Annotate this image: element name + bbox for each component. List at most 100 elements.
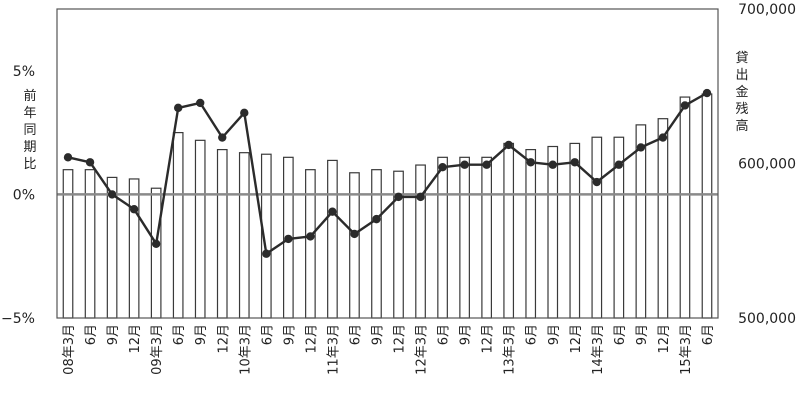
bar [62, 169, 74, 319]
bar [128, 178, 140, 319]
bar [238, 152, 250, 319]
line-point [240, 108, 249, 118]
right-axis-title-char: 出 [735, 68, 748, 83]
line-point [129, 205, 139, 214]
x-tick-label: 9月 [282, 324, 297, 345]
x-tick-label: 12年3月 [415, 324, 430, 375]
left-axis-title-char: 同 [23, 123, 36, 138]
x-tick-label: 12月 [569, 324, 584, 354]
line-point [151, 239, 161, 249]
x-tick-label: 12月 [128, 324, 143, 354]
plot-frame [56, 8, 719, 319]
line-point [614, 160, 624, 169]
bar [84, 169, 96, 319]
line-point [570, 158, 579, 167]
line-point [107, 190, 117, 199]
bar [547, 145, 559, 319]
line-point [482, 160, 491, 169]
bar [415, 164, 426, 319]
line-point [394, 192, 403, 202]
x-tick-label: 10年3月 [238, 324, 253, 375]
bar [679, 96, 691, 319]
left-tick-label: 5% [13, 64, 35, 80]
bar-series [62, 93, 713, 319]
line-point [328, 207, 337, 216]
line-point [173, 103, 183, 113]
x-tick-label: 12月 [657, 324, 672, 354]
line-point [284, 234, 293, 244]
bar [327, 159, 338, 319]
left-axis-title-char: 期 [23, 140, 36, 155]
x-tick-label: 9月 [459, 324, 474, 345]
x-tick-label: 6月 [84, 324, 99, 345]
right-axis-ticks: 700,000 600,000 500,000 [738, 2, 796, 327]
line-series [67, 91, 708, 255]
left-tick-label: −5% [1, 311, 35, 327]
x-tick-label: 9月 [635, 324, 650, 345]
right-axis-title-char: 高 [735, 118, 748, 134]
line-point [218, 133, 227, 142]
line-point [416, 192, 425, 202]
x-tick-label: 12月 [304, 324, 319, 354]
line-point [460, 160, 469, 169]
x-tick-label: 12月 [216, 324, 231, 354]
x-tick-label: 6月 [613, 324, 628, 345]
bar [503, 142, 515, 319]
bar [657, 118, 669, 319]
bar [216, 148, 228, 319]
x-tick-label: 09年3月 [150, 324, 165, 375]
line-point [196, 98, 205, 108]
line-point [548, 160, 557, 169]
line-point [504, 140, 513, 150]
line-point [438, 163, 447, 172]
bar [701, 93, 713, 319]
bar [591, 136, 603, 319]
x-tick-label: 6月 [348, 324, 363, 345]
x-tick-label: 6月 [172, 324, 187, 345]
x-tick-label: 6月 [437, 324, 452, 345]
line-point [85, 158, 95, 167]
line-point [658, 133, 668, 142]
x-axis-labels: 08年3月 6月 9月 12月 09年3月 6月 9月 12月 10年3月 6月 9月 12月 11年3… [62, 324, 716, 375]
bar [459, 156, 470, 319]
left-axis-title-char: 年 [23, 106, 36, 121]
line-series-path [67, 91, 708, 255]
line-point [592, 177, 602, 187]
left-axis-title-char: 比 [23, 157, 36, 172]
bar [371, 169, 382, 319]
x-tick-label: 9月 [194, 324, 209, 345]
x-tick-label: 12月 [393, 324, 408, 354]
left-tick-label: 0% [13, 187, 35, 203]
x-tick-label: 08年3月 [62, 324, 77, 375]
line-point [636, 143, 646, 152]
bar [481, 156, 492, 319]
x-tick-label: 9月 [370, 324, 385, 345]
bar [172, 132, 184, 319]
right-tick-label: 600,000 [738, 157, 796, 173]
left-axis-title-char: 前 [23, 88, 36, 104]
x-tick-label: 6月 [260, 324, 275, 345]
bar [305, 169, 316, 319]
line-point [702, 88, 712, 98]
x-tick-label: 12月 [481, 324, 496, 354]
right-tick-label: 500,000 [738, 311, 796, 327]
x-tick-label: 6月 [525, 324, 540, 345]
right-axis-title-char: 残 [735, 102, 748, 117]
bar [635, 124, 647, 319]
line-point [680, 101, 690, 110]
right-axis-title-char: 貸 [735, 50, 748, 66]
line-points [63, 88, 712, 258]
bar [150, 187, 162, 319]
line-point [306, 232, 315, 241]
x-tick-label: 13年3月 [503, 324, 518, 375]
plot-frame-rect [56, 8, 719, 319]
bar [194, 139, 206, 319]
x-tick-label: 6月 [701, 324, 716, 345]
line-point [372, 214, 381, 224]
x-tick-label: 9月 [106, 324, 121, 345]
bar [569, 142, 581, 319]
left-axis-ticks: 5% 0% −5% [1, 64, 35, 327]
